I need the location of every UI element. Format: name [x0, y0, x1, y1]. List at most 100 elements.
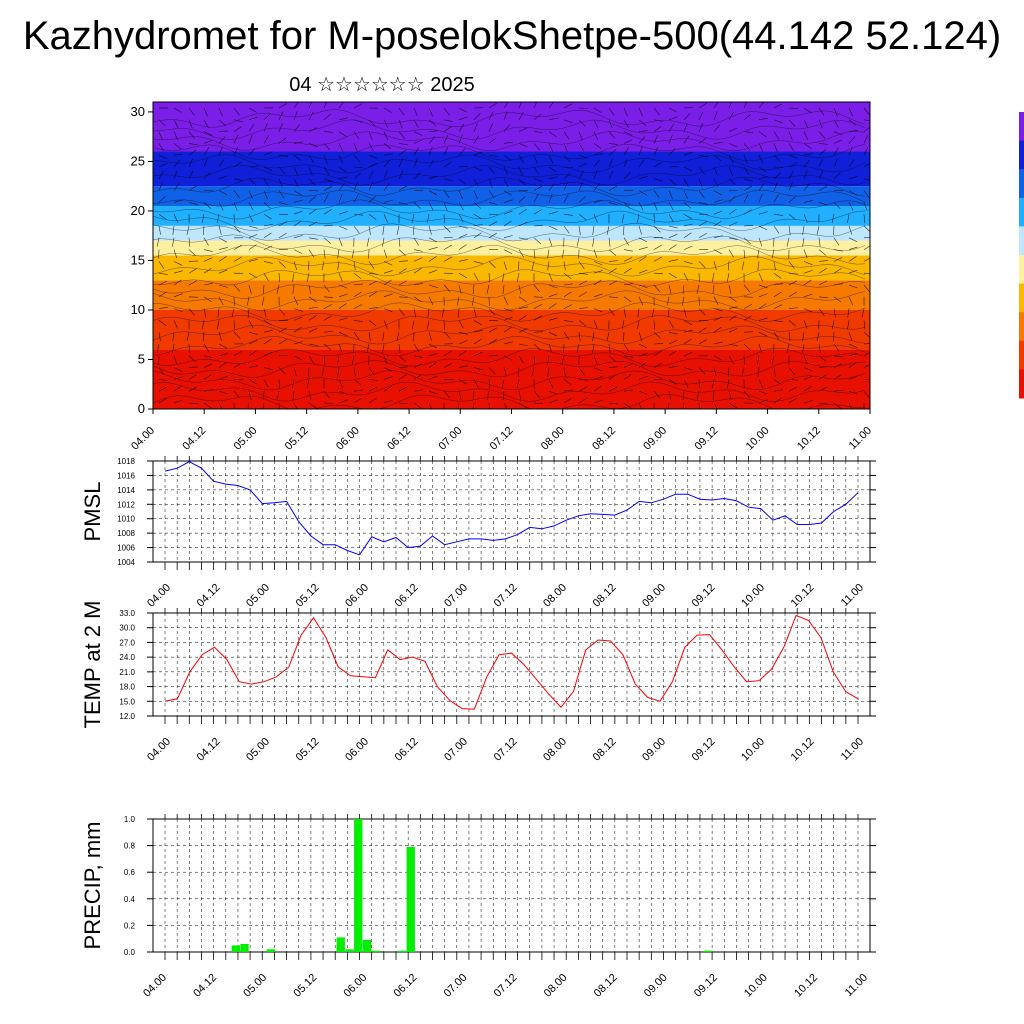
wind-barb — [533, 355, 536, 365]
wind-barb — [218, 159, 225, 168]
wind-barb — [428, 119, 437, 126]
wind-barb — [158, 291, 167, 298]
wind-barb — [173, 279, 182, 286]
wind-barb — [683, 223, 693, 227]
wind-barb — [203, 139, 213, 144]
wind-barb — [728, 102, 732, 109]
wind-barb — [683, 178, 689, 187]
wind-barb — [623, 355, 633, 358]
wind-barb — [847, 320, 850, 330]
wind-barb — [173, 159, 181, 168]
wind-barb — [653, 320, 656, 330]
wind-barb — [728, 208, 737, 215]
wind-barb — [353, 182, 358, 191]
wind-barb — [623, 374, 632, 380]
wind-barb — [353, 320, 363, 322]
wind-barb — [203, 308, 207, 318]
x-tick-label: 04.00 — [145, 736, 173, 764]
wind-barb — [638, 332, 643, 341]
wind-barb — [368, 213, 377, 220]
wind-barb — [803, 143, 812, 149]
wind-barb — [758, 211, 768, 215]
wind-barb — [728, 221, 738, 227]
wind-barb — [247, 402, 250, 409]
wind-barb — [263, 190, 268, 200]
wind-barb — [293, 190, 302, 196]
wind-barb — [263, 166, 273, 172]
wind-barb — [518, 261, 520, 271]
precip-bar — [703, 950, 713, 952]
wind-barb — [503, 308, 513, 312]
wind-barb — [741, 367, 745, 377]
x-tick-label: 07.00 — [442, 736, 470, 764]
wind-barb — [848, 269, 858, 274]
wind-barb — [473, 178, 479, 187]
wind-barb — [713, 190, 722, 196]
wind-barb — [383, 183, 390, 191]
streamline — [153, 302, 866, 322]
y-tick-label: 1.0 — [124, 815, 136, 824]
wind-barb — [758, 117, 768, 121]
wind-barb — [518, 284, 522, 294]
wind-barb — [863, 343, 870, 345]
wind-barb — [563, 283, 573, 286]
y-tick-label: 1010 — [117, 515, 135, 524]
wind-barb — [713, 249, 723, 255]
wind-barb — [293, 178, 299, 187]
wind-barb — [218, 362, 227, 368]
wind-barb — [473, 190, 478, 200]
wind-barb — [728, 343, 738, 347]
wind-barb — [186, 225, 190, 235]
wind-barb — [503, 402, 508, 409]
wind-barb — [773, 320, 783, 323]
wind-barb — [488, 103, 497, 109]
wind-barb — [458, 365, 468, 368]
wind-barb — [353, 304, 363, 309]
wind-barb — [158, 272, 168, 275]
wind-barb — [233, 190, 240, 198]
wind-barb — [233, 202, 238, 211]
wind-barb — [803, 261, 813, 266]
wind-barb — [668, 244, 677, 250]
wind-barb — [743, 343, 751, 351]
wind-barb — [758, 284, 768, 289]
wind-barb — [158, 119, 166, 127]
wind-barb — [306, 379, 310, 389]
x-tick-label: 07.12 — [492, 582, 520, 610]
wind-barb — [383, 214, 388, 223]
wind-barb — [488, 367, 496, 375]
wind-barb — [278, 308, 286, 316]
wind-barb — [788, 367, 795, 375]
wind-barb — [308, 143, 318, 147]
wind-barb — [308, 343, 318, 346]
wind-barb — [728, 315, 737, 321]
wind-barb — [698, 339, 707, 345]
wind-barb — [773, 397, 782, 404]
wind-barb — [158, 397, 167, 404]
wind-barb — [743, 237, 751, 245]
wind-barb — [533, 209, 542, 215]
wind-barb — [516, 379, 520, 389]
wind-barb — [593, 399, 603, 404]
wind-barb — [278, 190, 285, 199]
wind-barb — [188, 131, 195, 139]
wind-barb — [428, 136, 436, 144]
wind-barb — [653, 161, 662, 168]
wind-barb — [758, 166, 767, 173]
wind-barb — [653, 119, 663, 122]
wind-barb — [413, 308, 417, 318]
wind-barb — [833, 139, 843, 144]
wind-barb — [848, 107, 853, 117]
wind-barb — [443, 161, 452, 168]
wind-barb — [818, 143, 828, 145]
x-tick-label: 11.00 — [843, 972, 870, 999]
wind-barb — [683, 320, 693, 326]
wind-barb — [503, 111, 508, 120]
wind-barb — [308, 296, 317, 303]
wind-barb — [218, 296, 224, 305]
wind-barb — [443, 119, 453, 122]
wind-barb — [278, 178, 283, 188]
wind-barb — [308, 166, 313, 176]
wind-barb — [248, 190, 253, 199]
wind-barb — [593, 293, 603, 298]
